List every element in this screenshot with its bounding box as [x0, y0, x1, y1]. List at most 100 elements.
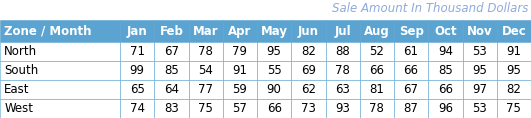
Bar — [154, 42, 189, 61]
Text: Jun: Jun — [298, 25, 319, 38]
Bar — [326, 42, 359, 61]
Text: Dec: Dec — [501, 25, 526, 38]
Bar — [0, 99, 120, 118]
Bar — [394, 61, 428, 80]
Bar — [222, 61, 257, 80]
Bar — [359, 42, 394, 61]
Text: Apr: Apr — [228, 25, 252, 38]
Bar — [0, 61, 120, 80]
Bar — [154, 99, 189, 118]
Bar — [463, 61, 496, 80]
Bar — [257, 80, 291, 99]
Bar — [291, 20, 326, 42]
Text: 91: 91 — [233, 64, 247, 77]
Bar — [326, 61, 359, 80]
Text: May: May — [261, 25, 288, 38]
Text: Zone / Month: Zone / Month — [4, 25, 92, 38]
Text: Sep: Sep — [399, 25, 424, 38]
Bar — [0, 20, 120, 42]
Text: 95: 95 — [267, 45, 281, 58]
Text: Oct: Oct — [434, 25, 457, 38]
Text: 82: 82 — [507, 83, 521, 96]
Bar — [222, 42, 257, 61]
Text: Sale Amount In Thousand Dollars: Sale Amount In Thousand Dollars — [332, 2, 528, 15]
Bar — [463, 80, 496, 99]
Text: 66: 66 — [404, 64, 418, 77]
Bar — [154, 80, 189, 99]
Bar — [496, 20, 531, 42]
Bar — [257, 42, 291, 61]
Bar — [428, 20, 463, 42]
Text: 66: 66 — [370, 64, 384, 77]
Bar — [120, 42, 154, 61]
Text: 96: 96 — [438, 102, 453, 115]
Text: 91: 91 — [507, 45, 521, 58]
Text: 57: 57 — [233, 102, 247, 115]
Text: 94: 94 — [438, 45, 453, 58]
Bar — [496, 42, 531, 61]
Bar — [222, 99, 257, 118]
Text: 59: 59 — [233, 83, 247, 96]
Text: Nov: Nov — [467, 25, 492, 38]
Text: 83: 83 — [164, 102, 179, 115]
Bar — [222, 80, 257, 99]
Bar — [154, 20, 189, 42]
Text: West: West — [4, 102, 33, 115]
Text: 53: 53 — [472, 102, 487, 115]
Bar — [428, 61, 463, 80]
Text: 55: 55 — [267, 64, 281, 77]
Bar — [120, 99, 154, 118]
Bar — [0, 42, 120, 61]
Text: 79: 79 — [233, 45, 247, 58]
Bar — [326, 80, 359, 99]
Bar — [463, 99, 496, 118]
Text: 54: 54 — [198, 64, 213, 77]
Text: 95: 95 — [472, 64, 487, 77]
Text: Feb: Feb — [159, 25, 183, 38]
Bar — [189, 99, 222, 118]
Text: 66: 66 — [438, 83, 453, 96]
Text: 67: 67 — [164, 45, 179, 58]
Bar — [291, 61, 326, 80]
Text: Jan: Jan — [127, 25, 148, 38]
Text: Mar: Mar — [193, 25, 218, 38]
Bar — [359, 99, 394, 118]
Text: 71: 71 — [130, 45, 144, 58]
Bar — [120, 20, 154, 42]
Text: 74: 74 — [130, 102, 144, 115]
Text: 75: 75 — [198, 102, 213, 115]
Text: 66: 66 — [267, 102, 281, 115]
Text: 82: 82 — [301, 45, 316, 58]
Bar — [257, 99, 291, 118]
Bar — [291, 80, 326, 99]
Text: 85: 85 — [438, 64, 453, 77]
Bar — [257, 61, 291, 80]
Bar — [394, 42, 428, 61]
Text: 67: 67 — [404, 83, 418, 96]
Text: 53: 53 — [472, 45, 487, 58]
Bar — [189, 61, 222, 80]
Bar — [189, 42, 222, 61]
Text: 69: 69 — [301, 64, 316, 77]
Text: East: East — [4, 83, 30, 96]
Text: 85: 85 — [164, 64, 179, 77]
Text: 78: 78 — [370, 102, 384, 115]
Text: 97: 97 — [472, 83, 487, 96]
Bar — [0, 80, 120, 99]
Bar — [359, 20, 394, 42]
Bar — [463, 42, 496, 61]
Bar — [394, 20, 428, 42]
Text: 93: 93 — [335, 102, 350, 115]
Text: 99: 99 — [130, 64, 144, 77]
Text: 61: 61 — [404, 45, 418, 58]
Text: Aug: Aug — [364, 25, 390, 38]
Text: 78: 78 — [198, 45, 213, 58]
Bar — [496, 99, 531, 118]
Bar — [394, 80, 428, 99]
Text: 63: 63 — [335, 83, 350, 96]
Bar — [496, 61, 531, 80]
Bar — [428, 99, 463, 118]
Bar — [428, 80, 463, 99]
Bar — [120, 80, 154, 99]
Bar — [359, 61, 394, 80]
